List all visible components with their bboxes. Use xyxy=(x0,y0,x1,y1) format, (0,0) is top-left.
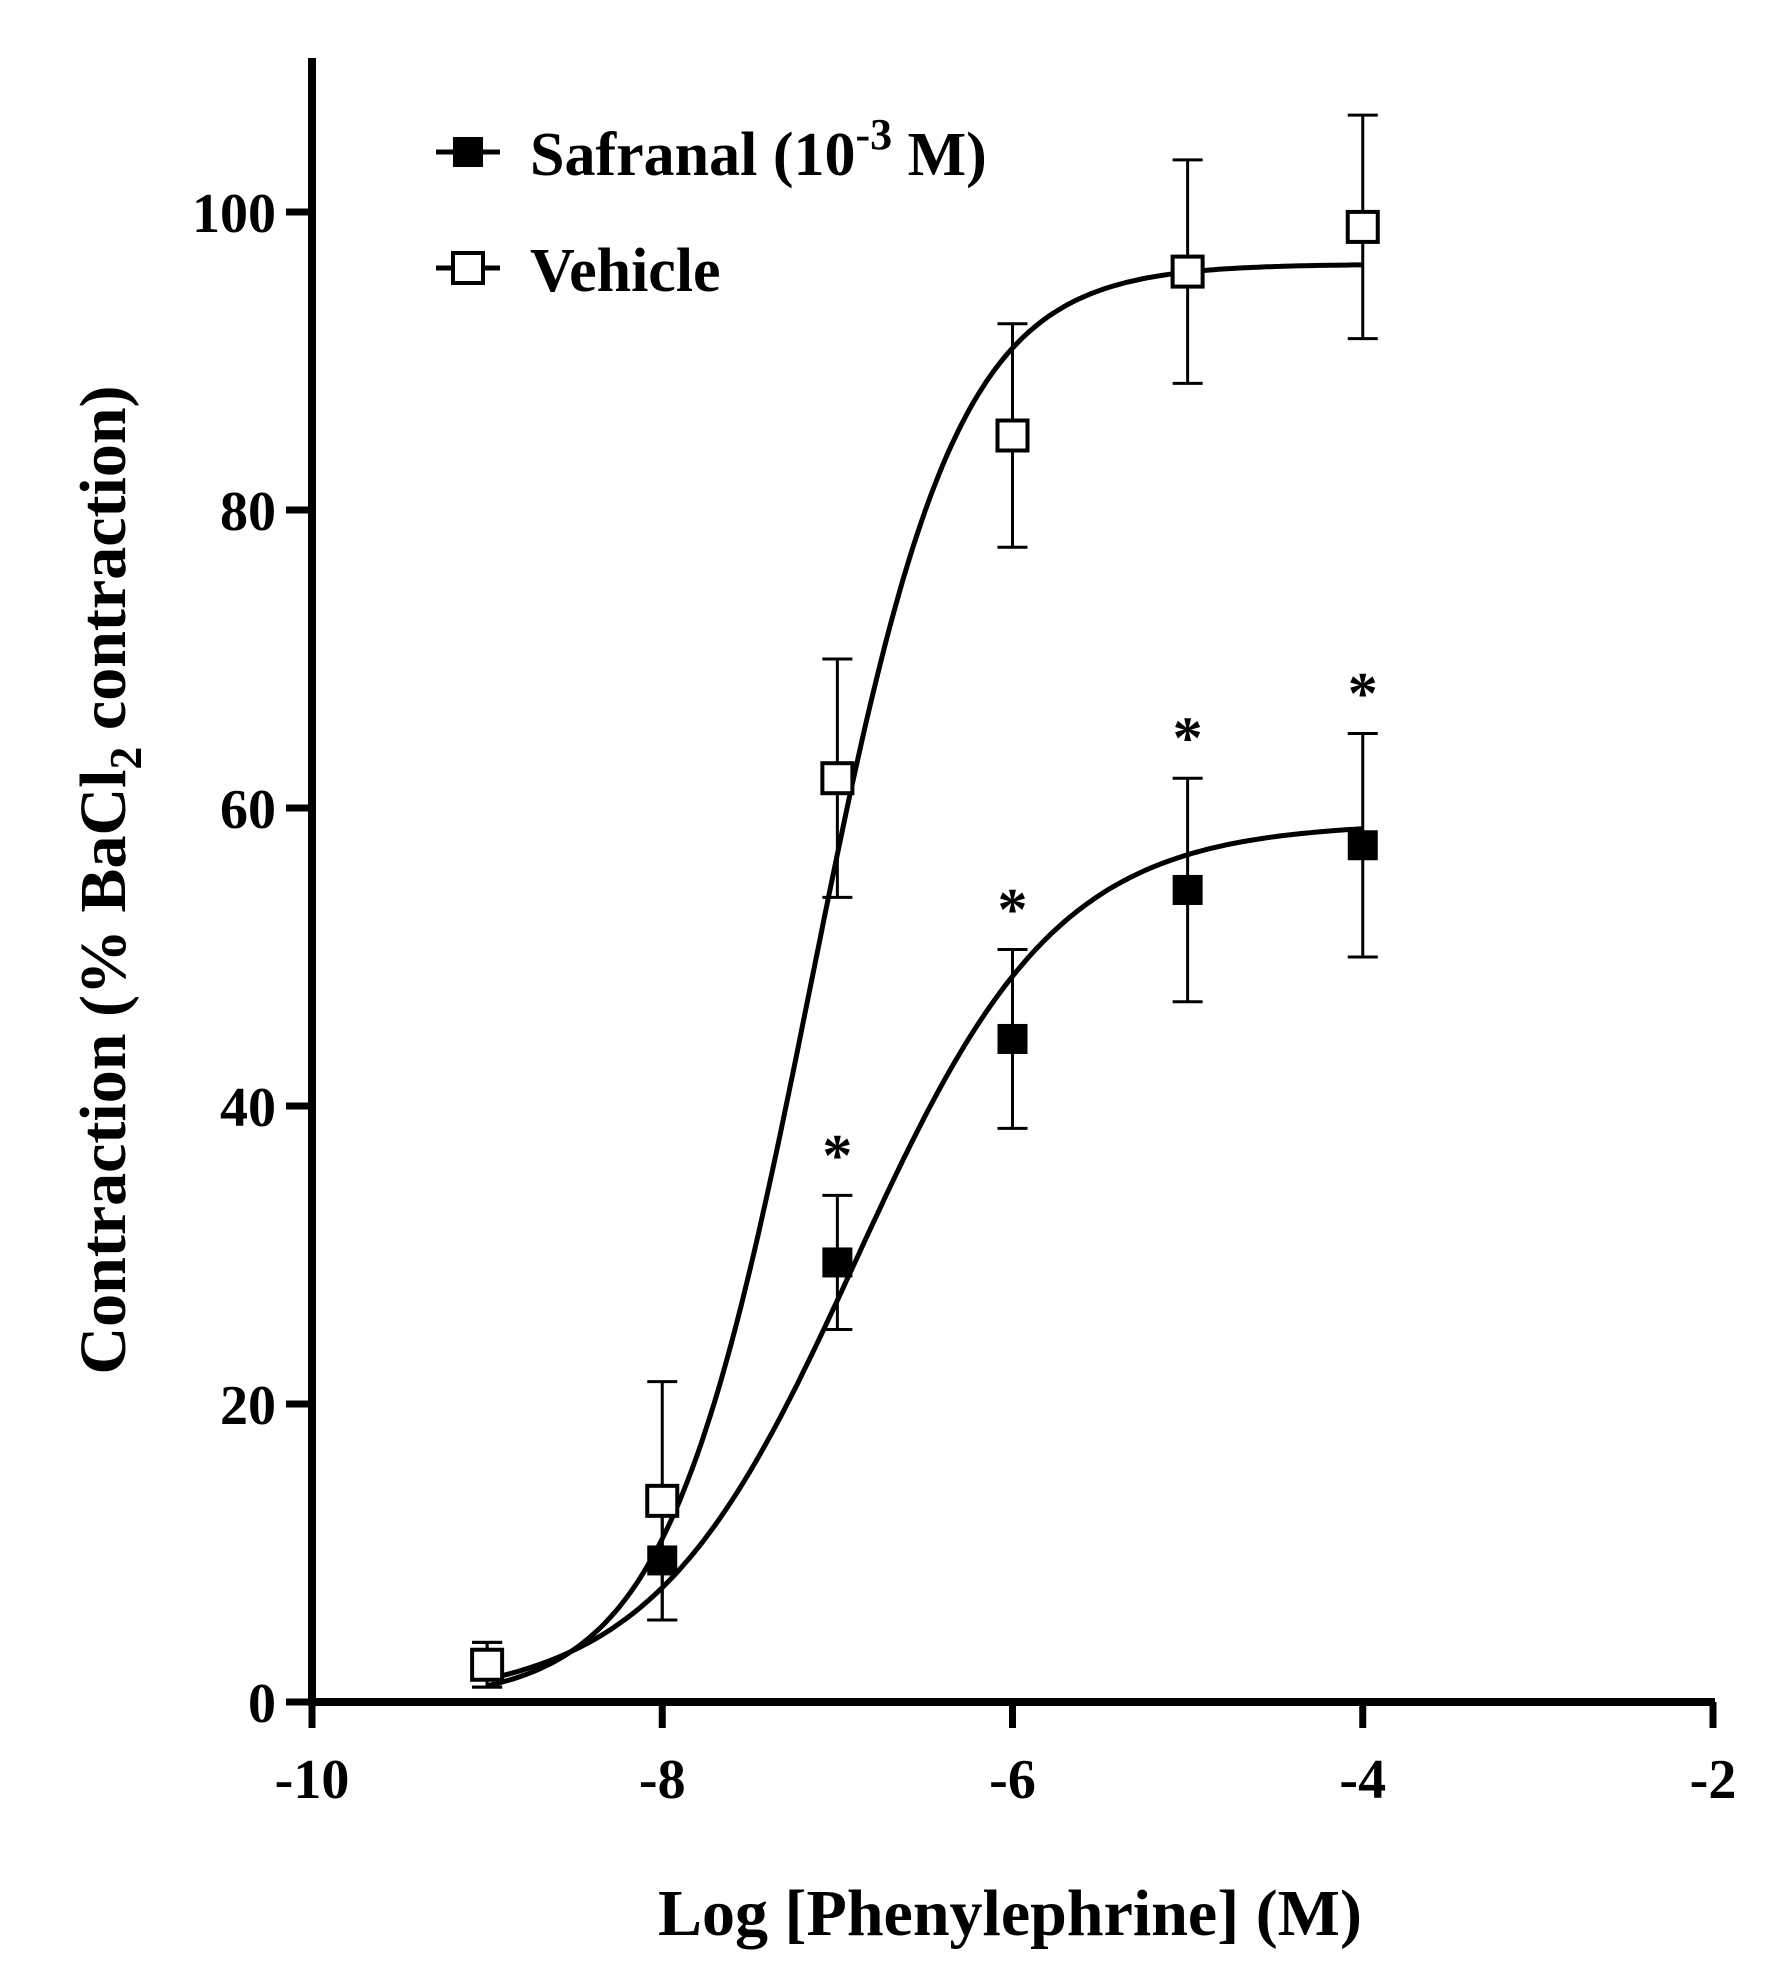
y-tick-label: 0 xyxy=(248,1673,276,1735)
significance-star: * xyxy=(998,877,1028,943)
x-tick-label: -6 xyxy=(989,1749,1036,1811)
data-point-safranal xyxy=(647,1545,678,1576)
y-tick-label: 40 xyxy=(220,1077,276,1139)
data-point-safranal xyxy=(997,1023,1028,1054)
legend: Safranal (10-3 M) Vehicle xyxy=(436,110,987,305)
y-tick-label: 20 xyxy=(220,1375,276,1437)
data-point-vehicle xyxy=(645,1483,680,1518)
legend-label-safranal-end: M) xyxy=(892,121,987,189)
data-point-safranal xyxy=(1172,874,1203,905)
significance-star: * xyxy=(1173,705,1203,771)
data-point-vehicle xyxy=(1345,209,1380,244)
y-tick-label: 100 xyxy=(192,183,276,245)
error-bars xyxy=(472,113,1378,1689)
x-ticks: -10 -8 -6 -4 -2 xyxy=(275,1702,1737,1811)
y-axis-title: Contraction (% BaCl2 contraction) xyxy=(67,385,151,1374)
y-axis-title-end: contraction) xyxy=(67,385,140,746)
x-axis-title: Log [Phenylephrine] (M) xyxy=(658,1877,1362,1950)
legend-label-safranal-superscript: -3 xyxy=(856,110,893,159)
fit-curves xyxy=(486,262,1363,1689)
x-tick-label: -4 xyxy=(1339,1749,1386,1811)
data-markers xyxy=(470,209,1380,1682)
y-axis-title-subscript: 2 xyxy=(100,747,151,770)
y-tick-label: 80 xyxy=(220,481,276,543)
legend-label-safranal-main: Safranal (10 xyxy=(530,121,856,189)
data-point-vehicle xyxy=(820,761,855,796)
fit-curve-vehicle xyxy=(486,262,1363,1689)
legend-item-vehicle: Vehicle xyxy=(436,237,721,305)
x-tick-label: -2 xyxy=(1690,1749,1737,1811)
data-point-safranal xyxy=(822,1247,853,1278)
legend-label-vehicle: Vehicle xyxy=(530,237,721,305)
data-point-vehicle xyxy=(470,1647,505,1682)
significance-star: * xyxy=(1348,661,1378,727)
data-point-vehicle xyxy=(995,418,1030,453)
data-point-vehicle xyxy=(1170,254,1205,289)
fit-curve-safranal xyxy=(486,826,1363,1682)
significance-star: * xyxy=(822,1122,852,1188)
legend-label-safranal: Safranal (10-3 M) xyxy=(530,110,987,189)
y-ticks: 0 20 40 60 80 100 xyxy=(192,183,312,1735)
x-tick-label: -10 xyxy=(275,1749,350,1811)
x-tick-label: -8 xyxy=(639,1749,686,1811)
legend-marker-vehicle xyxy=(451,251,485,285)
y-tick-label: 60 xyxy=(220,779,276,841)
y-axis-title-main: Contraction (% BaCl xyxy=(67,770,140,1375)
legend-item-safranal: Safranal (10-3 M) xyxy=(436,110,987,189)
data-point-safranal xyxy=(1347,830,1378,861)
significance-annotations: * * * * xyxy=(822,661,1377,1189)
legend-marker-safranal xyxy=(453,137,483,167)
